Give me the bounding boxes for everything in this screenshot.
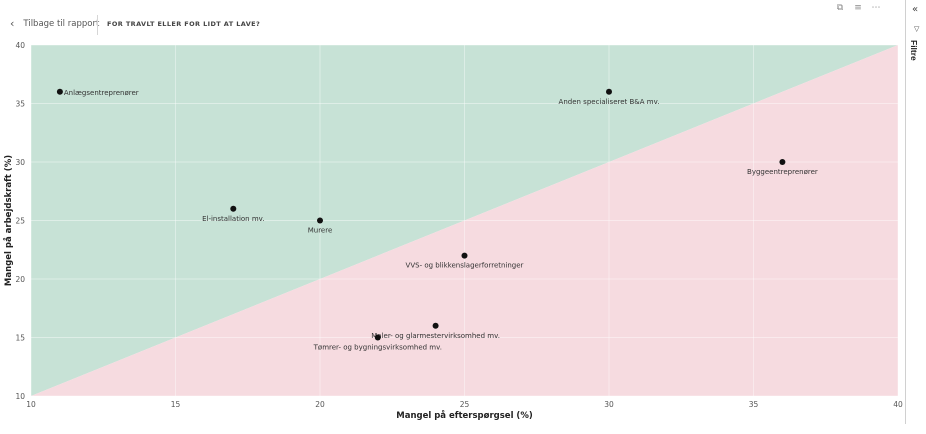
- x-tick-label: 30: [604, 400, 614, 409]
- x-axis-title: Mangel på efterspørgsel (%): [396, 410, 533, 421]
- y-tick-label: 15: [15, 334, 25, 343]
- scatter-chart: 10 15 20 25 30 35 40 10 15 20 25 30 35 40 Mangel på ef…: [3, 41, 903, 421]
- back-to-report-label: Tilbage til rapport: [23, 18, 100, 29]
- y-tick-label: 35: [15, 100, 25, 109]
- y-tick-label: 25: [15, 217, 25, 226]
- chevron-left-icon: ‹: [10, 17, 15, 30]
- copy-icon[interactable]: ⧉: [836, 3, 844, 13]
- y-tick-label: 10: [15, 392, 25, 401]
- funnel-icon: ▽: [914, 25, 920, 33]
- visual-header-icons: ⧉ ≡ ⋯: [835, 3, 881, 13]
- x-tick-label: 25: [460, 400, 470, 409]
- x-tick-label: 10: [26, 400, 36, 409]
- data-point-label: Byggeentreprenører: [747, 168, 818, 176]
- double-chevron-icon[interactable]: «: [912, 4, 919, 15]
- back-to-report-button[interactable]: ‹ Tilbage til rapport: [10, 17, 99, 30]
- data-point: [606, 88, 612, 95]
- filter-pane-label[interactable]: Filtre: [909, 40, 919, 61]
- data-point: [432, 322, 439, 329]
- top-bar: ‹ Tilbage til rapport FOR TRAVLT ELLER F…: [0, 0, 905, 40]
- y-tick-label: 30: [15, 158, 25, 167]
- y-axis-title: Mangel på arbejdskraft (%): [3, 155, 14, 286]
- x-tick-label: 40: [893, 400, 903, 409]
- data-point: [461, 252, 468, 259]
- data-point-label: Murere: [308, 227, 333, 235]
- data-point-label: Anlægsentreprenører: [64, 89, 139, 97]
- data-point: [374, 334, 381, 341]
- page-title: FOR TRAVLT ELLER FOR LIDT AT LAVE?: [107, 20, 261, 28]
- data-point-label: El-installation mv.: [202, 215, 264, 223]
- filter-icon[interactable]: ≡: [854, 3, 862, 13]
- y-tick-label: 40: [15, 41, 25, 50]
- data-point-label: Tømrer- og bygningsvirksomhed mv.: [313, 344, 442, 352]
- data-point: [317, 217, 323, 224]
- y-tick-label: 20: [15, 275, 25, 284]
- data-point-label: Maler- og glarmestervirksomhed mv.: [371, 332, 500, 340]
- x-tick-label: 15: [171, 400, 181, 409]
- data-point: [779, 159, 786, 165]
- data-point-label: VVS- og blikkenslagerforretninger: [406, 262, 524, 270]
- data-point-label: Anden specialiseret B&A mv.: [559, 98, 660, 106]
- more-options-icon[interactable]: ⋯: [871, 3, 881, 13]
- x-tick-label: 35: [749, 400, 759, 409]
- header-divider: [97, 15, 98, 35]
- filter-pane[interactable]: « ▽ Filtre: [905, 0, 926, 424]
- x-tick-label: 20: [315, 400, 325, 409]
- data-point: [230, 205, 237, 212]
- data-point: [56, 88, 63, 95]
